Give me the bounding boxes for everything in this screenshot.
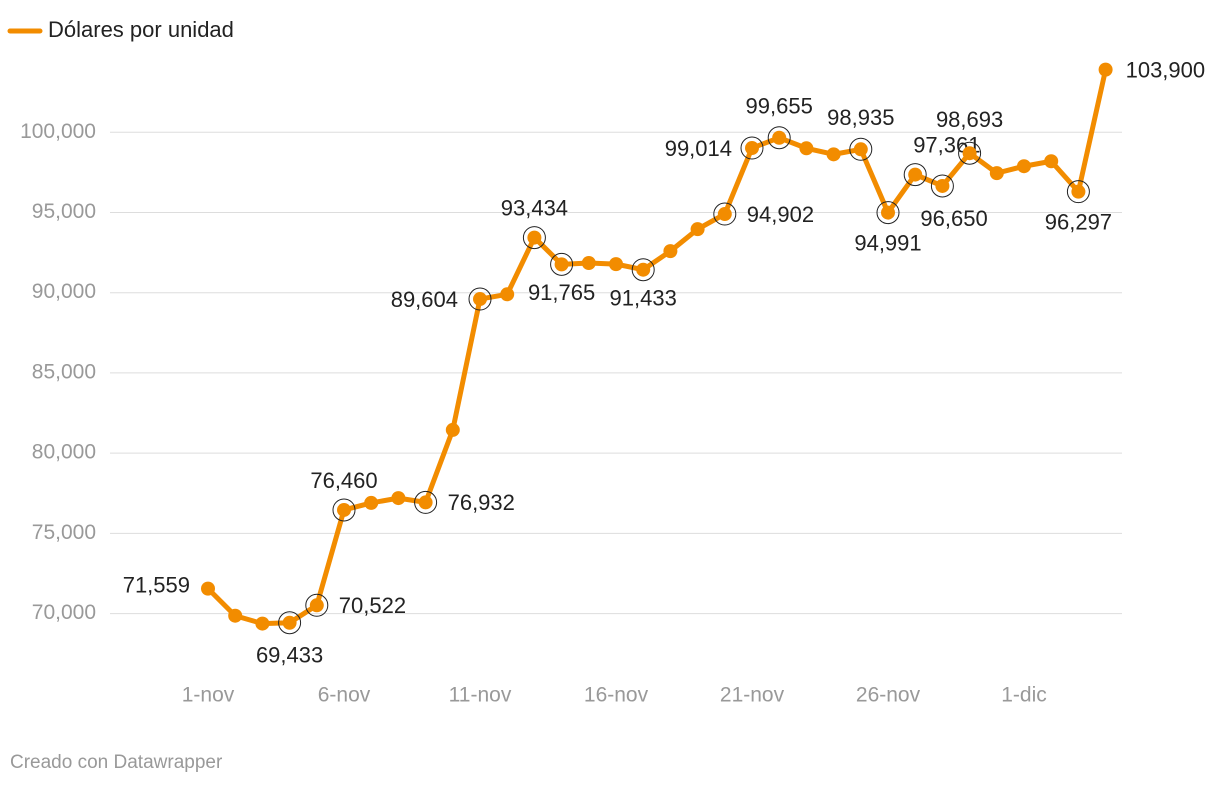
x-tick-label: 21-nov — [720, 684, 785, 707]
highlight-ring — [930, 174, 954, 198]
point — [554, 257, 569, 272]
x-tick-label: 1-dic — [1001, 684, 1047, 707]
point — [473, 292, 487, 307]
data-label: 91,765 — [528, 280, 595, 305]
point — [1044, 154, 1059, 169]
data-label: 71,559 — [123, 572, 190, 597]
highlight-ring — [305, 593, 329, 617]
point — [772, 130, 787, 145]
highlight-ring — [958, 141, 982, 165]
highlight-ring — [550, 252, 574, 276]
point — [908, 167, 923, 182]
point — [609, 257, 623, 272]
point — [228, 608, 243, 623]
data-label: 98,693 — [936, 107, 1003, 132]
point — [364, 495, 379, 510]
x-tick-label: 6-nov — [318, 684, 371, 707]
point — [1098, 62, 1113, 77]
y-tick-label: 80,000 — [32, 441, 96, 464]
highlight-ring — [522, 226, 546, 250]
point — [826, 147, 841, 162]
point — [690, 222, 705, 237]
data-label: 96,650 — [920, 206, 987, 231]
point — [663, 244, 678, 259]
point — [1017, 159, 1031, 174]
data-label: 94,991 — [854, 230, 921, 255]
point — [962, 146, 977, 161]
highlight-ring — [767, 126, 791, 150]
point — [989, 166, 1004, 181]
data-label: 76,460 — [310, 468, 377, 493]
point — [445, 422, 460, 437]
highlight-ring — [631, 258, 655, 282]
legend-label: Dólares por unidad — [48, 17, 234, 42]
point — [500, 287, 515, 302]
highlight-ring — [740, 136, 764, 160]
highlight-ring — [1066, 180, 1090, 204]
point — [636, 262, 651, 277]
highlight-ring — [278, 611, 302, 635]
highlight-ring — [414, 490, 438, 514]
point — [1071, 184, 1086, 199]
y-tick-label: 95,000 — [32, 200, 96, 223]
data-label: 69,433 — [256, 643, 323, 668]
point — [201, 581, 215, 596]
point — [391, 491, 406, 506]
data-label: 93,434 — [501, 195, 568, 220]
highlight-ring — [468, 287, 492, 311]
highlight-ring — [849, 137, 873, 161]
point — [717, 207, 732, 222]
data-label: 70,522 — [339, 593, 406, 618]
point — [935, 178, 950, 193]
point — [309, 598, 324, 613]
point — [853, 142, 868, 157]
point — [337, 502, 351, 517]
credit: Creado con Datawrapper — [10, 752, 223, 773]
point — [581, 256, 596, 271]
data-label: 96,297 — [1045, 209, 1112, 234]
point — [881, 205, 895, 220]
point — [527, 230, 542, 245]
x-tick-label: 11-nov — [449, 684, 512, 707]
x-tick-label: 16-nov — [584, 684, 649, 707]
x-tick-label: 26-nov — [856, 684, 921, 707]
highlight-ring — [713, 202, 737, 226]
y-tick-label: 90,000 — [32, 280, 96, 303]
data-label: 76,932 — [448, 490, 515, 515]
line — [206, 69, 1109, 627]
point — [418, 495, 433, 510]
point — [799, 141, 814, 156]
y-tick-label: 85,000 — [32, 360, 96, 383]
data-label: 91,433 — [610, 286, 677, 311]
point — [745, 141, 759, 156]
data-label: 99,655 — [746, 94, 813, 119]
data-label: 89,604 — [391, 287, 458, 312]
y-tick-label: 75,000 — [32, 521, 96, 544]
data-label: 98,935 — [827, 105, 894, 130]
data-label: 99,014 — [665, 136, 732, 161]
point — [255, 616, 270, 631]
data-label: 103,900 — [1126, 57, 1206, 82]
highlight-ring — [876, 201, 900, 225]
point — [282, 615, 297, 630]
x-tick-label: 1-nov — [182, 684, 235, 707]
data-label: 94,902 — [747, 202, 814, 227]
y-tick-label: 70,000 — [32, 601, 96, 624]
highlight-ring — [903, 163, 927, 187]
highlight-ring — [332, 498, 356, 522]
y-tick-label: 100,000 — [20, 120, 96, 143]
